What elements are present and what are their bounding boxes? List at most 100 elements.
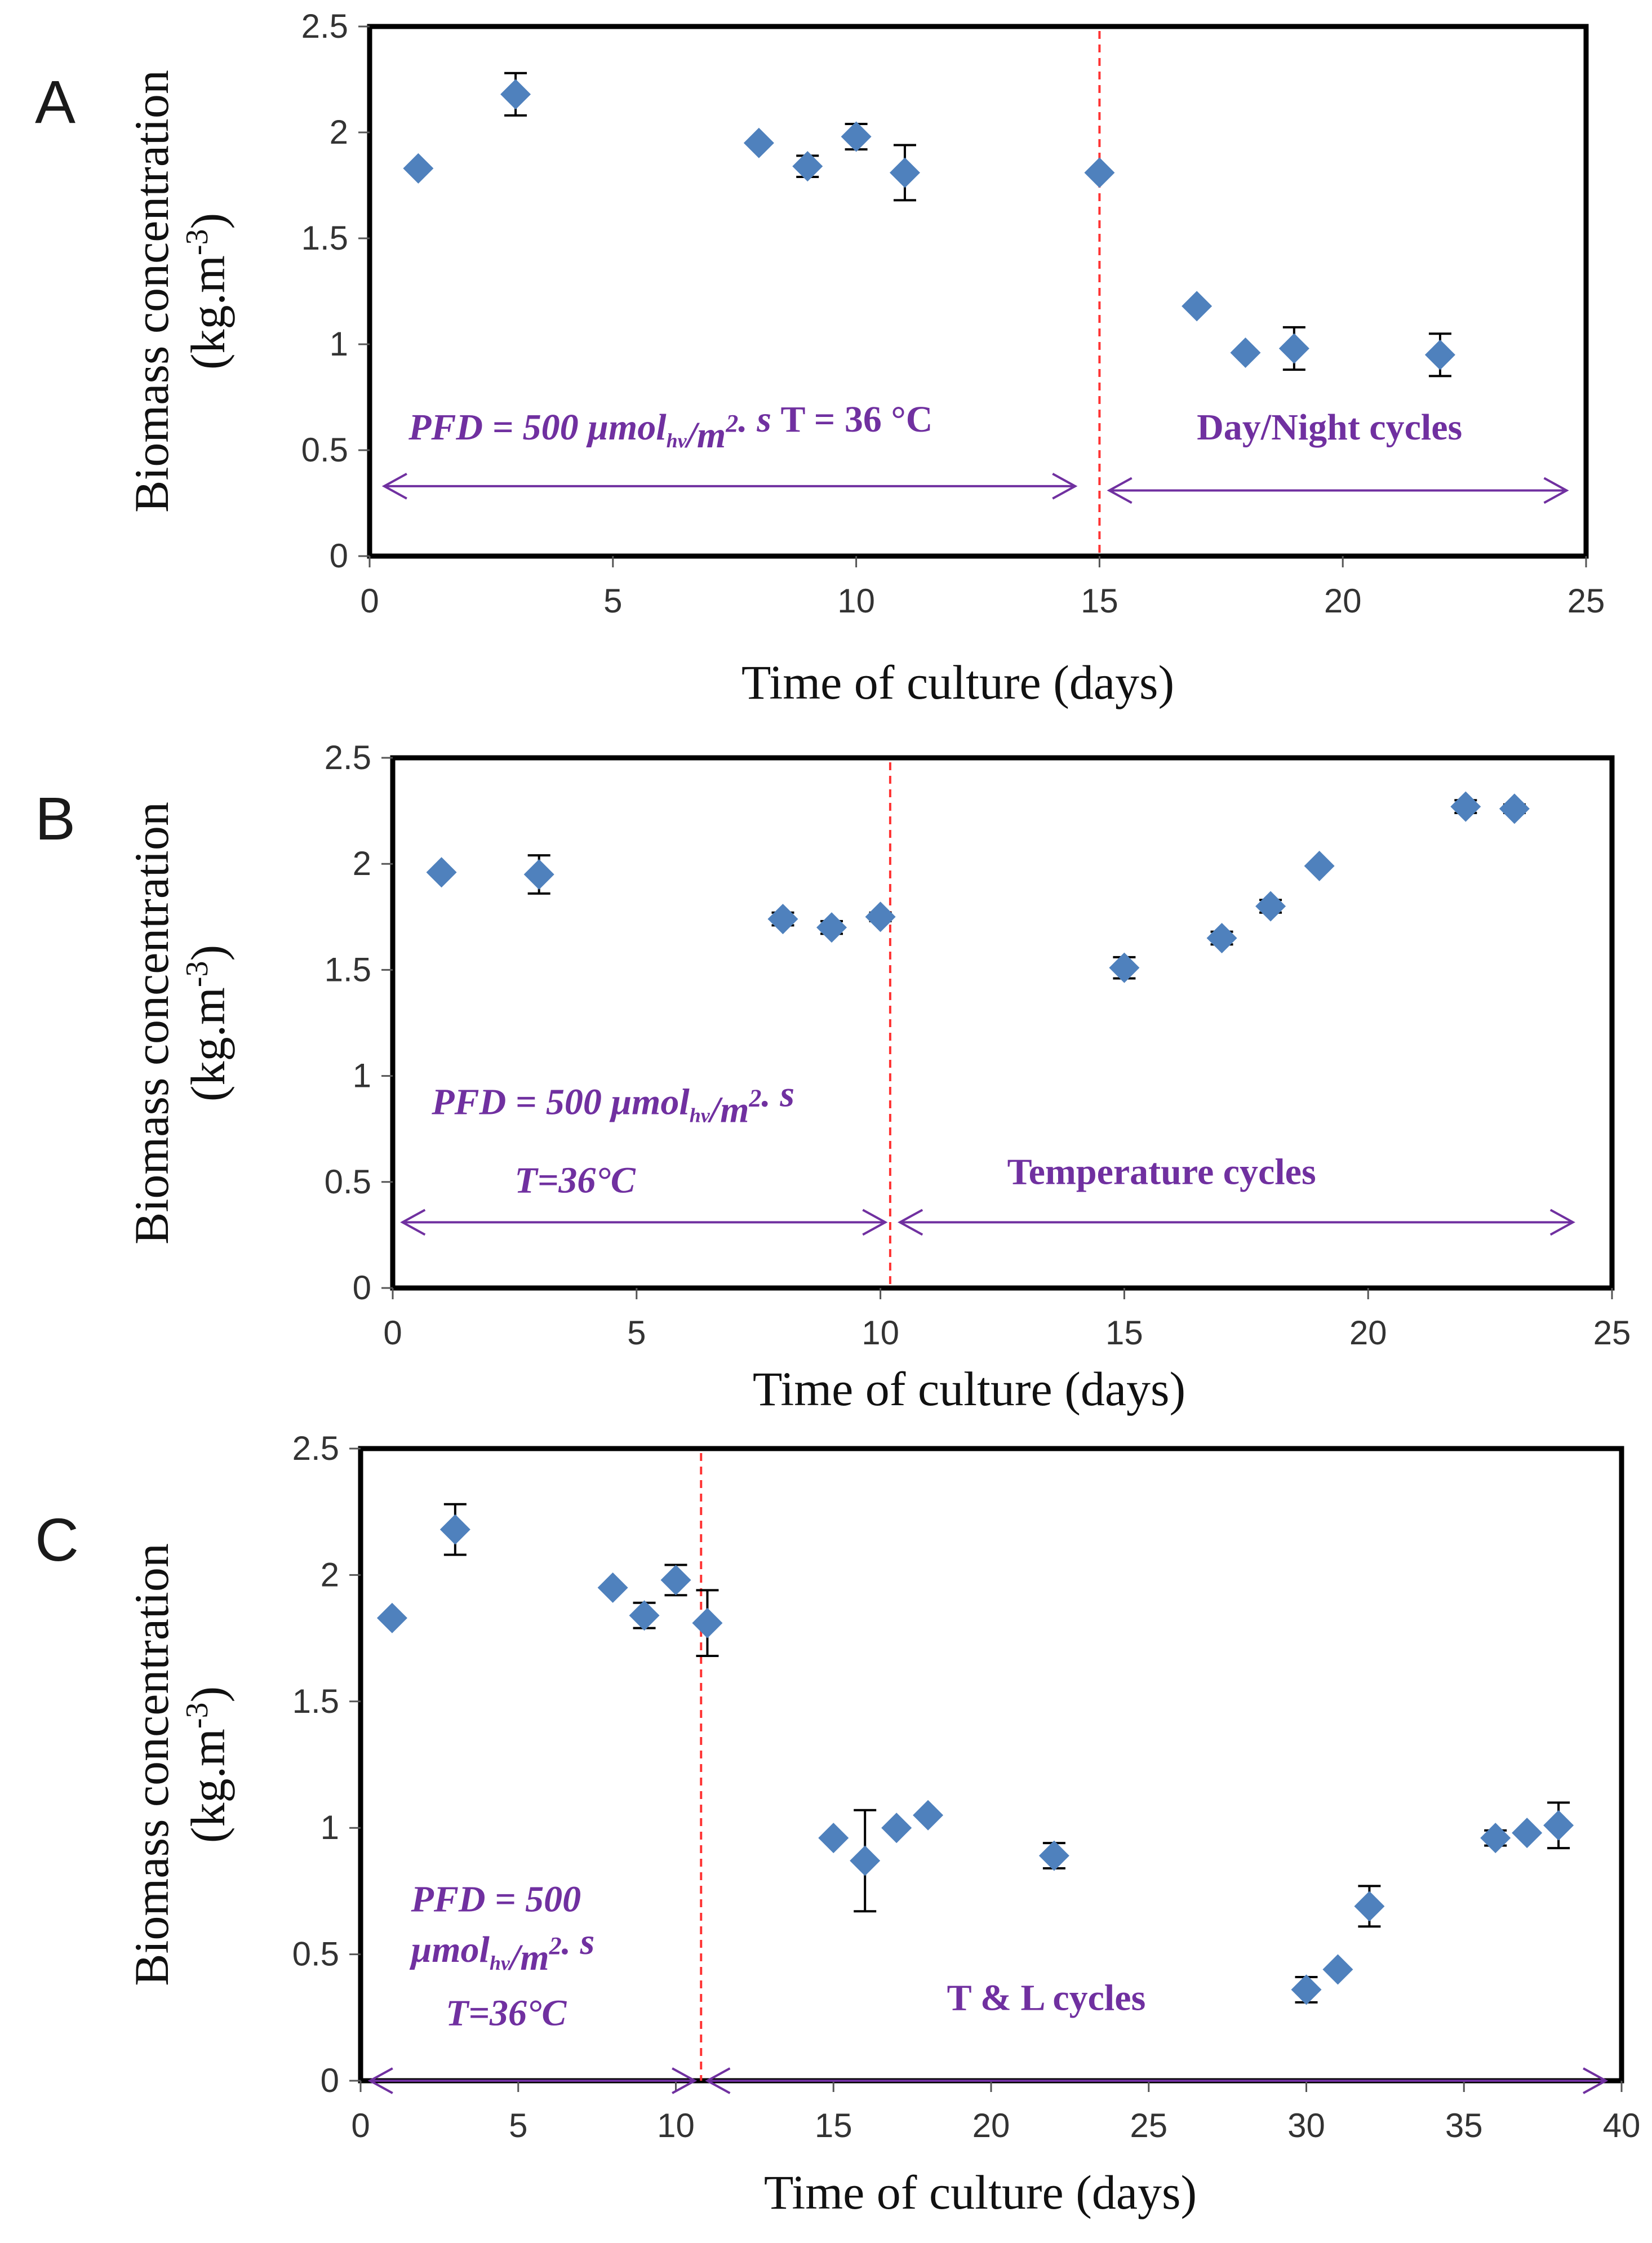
x-axis-title: Time of culture (days) xyxy=(753,1362,1185,1416)
panel-C: C 0 0.5 1 1.5 2 2.5 0 5 10 15 20 25 30 35 40 Time of cul… xyxy=(35,1429,1640,2219)
y-axis-title: Biomass concentration (kg.m-3) xyxy=(125,1543,235,1986)
data-point xyxy=(792,151,823,182)
data-point xyxy=(818,1823,849,1854)
data-marker xyxy=(426,857,457,888)
phase-arrow xyxy=(381,473,1078,500)
phase-annotation: T & L cycles xyxy=(947,1977,1146,2018)
phase-annotation: PFD = 500 μmolhv/m2. s T = 36 °C xyxy=(408,399,932,456)
data-marker xyxy=(743,127,774,158)
data-marker xyxy=(850,1845,881,1876)
x-axis-title: Time of culture (days) xyxy=(741,655,1174,709)
data-point xyxy=(841,121,872,152)
phase-annotation: PFD = 500 xyxy=(411,1878,581,1920)
y-tick-label: 0.5 xyxy=(292,1935,339,1973)
y-axis-title-main: Biomass concentration xyxy=(125,1543,179,1986)
data-point xyxy=(767,904,798,935)
data-point xyxy=(1084,157,1115,188)
y-tick-label: 2 xyxy=(330,113,348,151)
phase-annotation: T=36°C xyxy=(514,1160,636,1201)
phase-arrow xyxy=(898,1209,1575,1236)
plot-frame xyxy=(367,24,1589,559)
data-marker xyxy=(818,1823,849,1854)
y-tick-label: 1 xyxy=(321,1809,339,1846)
data-point xyxy=(1255,891,1286,922)
data-marker xyxy=(1109,952,1140,983)
x-tick-label: 20 xyxy=(972,2107,1010,2144)
data-marker xyxy=(792,151,823,182)
x-tick-label: 0 xyxy=(383,1314,402,1352)
x-tick-label: 0 xyxy=(360,582,379,620)
y-tick-label: 2.5 xyxy=(292,1429,339,1467)
phase-arrow xyxy=(705,2067,1609,2094)
phase-annotation: T=36°C xyxy=(446,1992,567,2033)
panel-B: B 0 0.5 1 1.5 2 2.5 0 5 10 15 20 25 Time of culture (… xyxy=(35,739,1631,1416)
x-tick-label: 20 xyxy=(1324,582,1362,620)
data-marker xyxy=(1278,333,1309,364)
phase-annotation: PFD = 500 μmolhv/m2. s xyxy=(431,1073,794,1130)
x-tick-label: 15 xyxy=(1105,1314,1143,1352)
x-tick-label: 40 xyxy=(1603,2107,1641,2144)
data-marker xyxy=(1354,1891,1385,1922)
data-point xyxy=(660,1564,691,1597)
x-tick-label: 15 xyxy=(815,2107,852,2144)
data-point xyxy=(913,1800,944,1831)
y-tick-label: 1 xyxy=(353,1057,371,1095)
y-tick-label: 0.5 xyxy=(301,431,348,469)
plot-frame xyxy=(390,755,1615,1291)
x-tick-label: 10 xyxy=(837,582,875,620)
data-point xyxy=(1512,1818,1543,1849)
data-marker xyxy=(1512,1818,1543,1849)
data-point xyxy=(1450,791,1481,822)
y-tick-label: 2.5 xyxy=(301,7,348,45)
data-point xyxy=(1206,922,1237,953)
data-point xyxy=(1182,291,1213,322)
data-point xyxy=(816,912,847,943)
data-point xyxy=(1291,1974,1322,2005)
x-tick-label: 0 xyxy=(351,2107,370,2144)
y-axis-title-main: Biomass concentration xyxy=(125,802,179,1245)
data-point xyxy=(850,1809,881,1913)
data-point xyxy=(881,1813,912,1844)
panel-letter: B xyxy=(35,784,76,852)
x-tick-label: 30 xyxy=(1287,2107,1325,2144)
panel-A: A 0 0.5 1 1.5 2 2.5 0 5 10 15 20 25 Time of culture (… xyxy=(35,7,1605,709)
data-marker xyxy=(767,904,798,935)
data-point xyxy=(889,144,920,202)
panel-letter: A xyxy=(35,68,76,136)
data-point xyxy=(376,1602,407,1633)
data-point xyxy=(1230,337,1261,368)
data-point xyxy=(629,1600,660,1631)
data-point xyxy=(1499,793,1530,824)
data-point xyxy=(1038,1840,1069,1871)
data-marker xyxy=(376,1602,407,1633)
data-marker xyxy=(816,912,847,943)
data-point xyxy=(1322,1954,1353,1985)
data-marker xyxy=(523,859,554,890)
data-point xyxy=(1543,1801,1574,1850)
data-point xyxy=(1109,952,1140,983)
x-tick-label: 5 xyxy=(603,582,622,620)
phase-arrow xyxy=(1107,477,1569,504)
data-marker xyxy=(660,1565,691,1596)
data-marker xyxy=(1291,1974,1322,2005)
x-axis-title: Time of culture (days) xyxy=(764,2165,1197,2219)
data-marker xyxy=(881,1813,912,1844)
y-tick-label: 0 xyxy=(321,2062,339,2099)
data-marker xyxy=(1543,1810,1574,1841)
data-marker xyxy=(841,121,872,152)
phase-arrow xyxy=(400,1209,888,1236)
x-tick-label: 5 xyxy=(509,2107,527,2144)
data-marker xyxy=(629,1600,660,1631)
data-marker xyxy=(913,1800,944,1831)
y-tick-label: 2.5 xyxy=(325,739,371,776)
y-tick-label: 1 xyxy=(330,325,348,363)
x-tick-label: 10 xyxy=(657,2107,695,2144)
y-tick-label: 1.5 xyxy=(301,219,348,257)
x-tick-label: 25 xyxy=(1567,582,1605,620)
data-point xyxy=(439,1503,470,1556)
data-marker xyxy=(1450,791,1481,822)
data-point xyxy=(523,854,554,895)
data-marker xyxy=(1424,339,1455,370)
y-tick-label: 0.5 xyxy=(325,1163,371,1201)
